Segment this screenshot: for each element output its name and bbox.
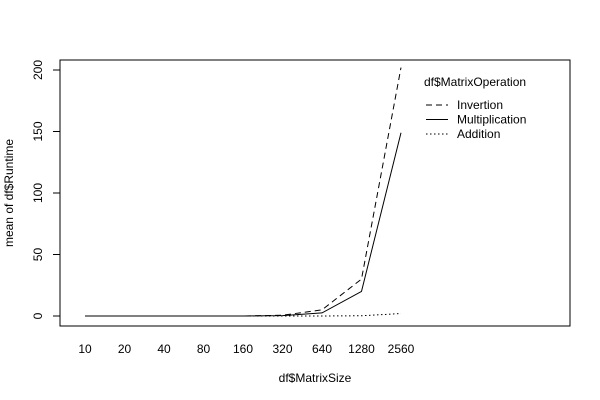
x-tick-label: 20 xyxy=(118,342,132,356)
y-axis: 0 50 100 150 200 xyxy=(31,60,61,319)
legend-label: Addition xyxy=(457,127,500,141)
legend-label: Invertion xyxy=(457,98,503,112)
x-tick-label: 320 xyxy=(272,342,292,356)
y-axis-label: mean of df$Runtime xyxy=(2,139,16,247)
y-tick-label: 50 xyxy=(31,248,45,262)
x-tick-label: 40 xyxy=(157,342,171,356)
x-axis-label: df$MatrixSize xyxy=(279,371,352,385)
x-tick-label: 2560 xyxy=(388,342,415,356)
series-lines xyxy=(85,67,402,317)
y-tick-label: 100 xyxy=(31,183,45,203)
series-line-invertion xyxy=(85,67,402,317)
legend: df$MatrixOperation InvertionMultiplicati… xyxy=(424,75,526,141)
x-tick-label: 640 xyxy=(312,342,332,356)
x-tick-label: 80 xyxy=(197,342,211,356)
x-axis: 10 20 40 80 160 320 640 1280 2560 xyxy=(78,342,414,356)
legend-label: Multiplication xyxy=(457,113,526,127)
x-tick-label: 10 xyxy=(78,342,92,356)
x-tick-label: 1280 xyxy=(348,342,375,356)
y-tick-label: 0 xyxy=(31,312,45,319)
series-line-multiplication xyxy=(85,132,402,317)
legend-title: df$MatrixOperation xyxy=(424,75,526,89)
x-tick-label: 160 xyxy=(233,342,253,356)
series-line-addition xyxy=(85,313,402,317)
y-tick-label: 150 xyxy=(31,121,45,141)
y-tick-label: 200 xyxy=(31,60,45,80)
